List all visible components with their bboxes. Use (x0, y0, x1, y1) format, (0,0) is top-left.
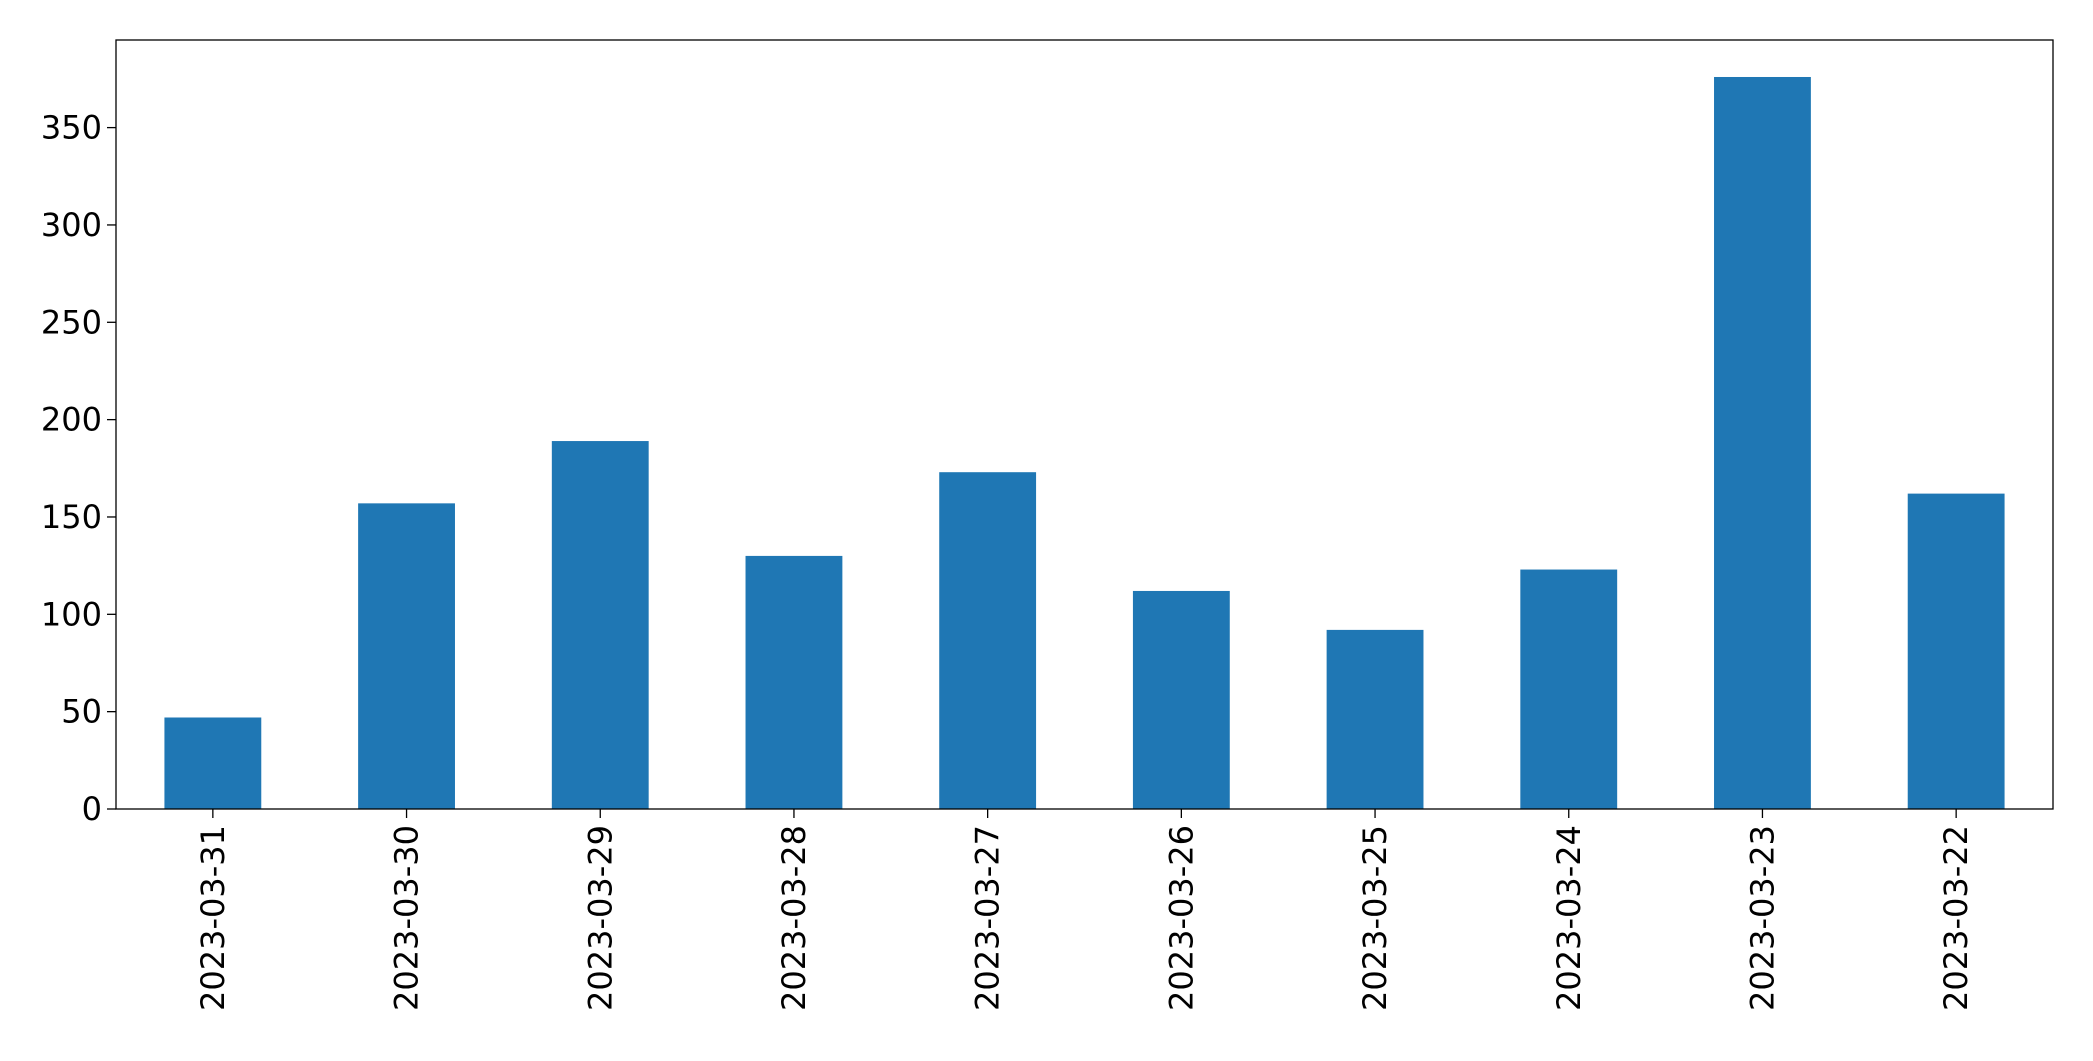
bar (358, 503, 455, 809)
bar (1907, 493, 2005, 809)
x-tick-label: 2023-03-28 (775, 825, 813, 1011)
bar (551, 441, 649, 809)
x-tick-label: 2023-03-24 (1550, 825, 1588, 1011)
y-tick-label: 150 (41, 498, 102, 536)
y-tick-label: 200 (41, 401, 102, 439)
y-tick-label: 250 (41, 303, 102, 341)
bar (1132, 590, 1230, 809)
bar (1326, 629, 1424, 809)
y-tick-label: 50 (61, 693, 102, 731)
bar (939, 472, 1037, 809)
x-tick-label: 2023-03-27 (969, 825, 1007, 1011)
y-tick-label: 0 (82, 790, 102, 828)
plot-frame (115, 39, 2054, 810)
x-tick-label: 2023-03-23 (1743, 825, 1781, 1011)
bar (1714, 76, 1811, 810)
x-tick-label: 2023-03-30 (388, 825, 426, 1011)
y-tick-label: 100 (41, 595, 102, 633)
x-tick-label: 2023-03-25 (1356, 825, 1394, 1011)
y-tick-label: 300 (41, 206, 102, 244)
bar (745, 555, 843, 809)
bar (164, 717, 262, 809)
x-tick-label: 2023-03-26 (1162, 825, 1200, 1011)
x-tick-label: 2023-03-29 (581, 825, 619, 1011)
bar (1520, 569, 1618, 809)
x-tick-label: 2023-03-31 (194, 825, 232, 1011)
y-tick-label: 350 (41, 109, 102, 147)
x-tick-label: 2023-03-22 (1937, 825, 1975, 1011)
